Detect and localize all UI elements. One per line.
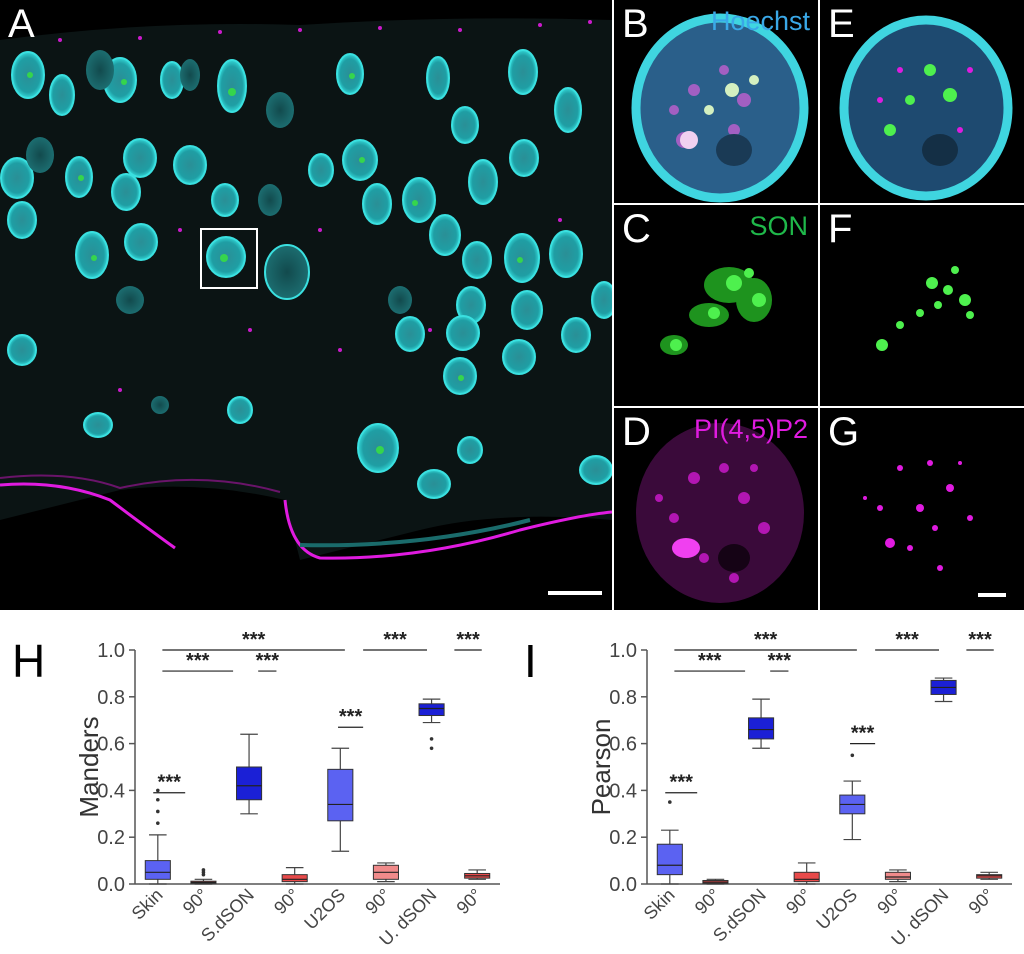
significance-label: *** [383, 629, 407, 651]
zoom-region-box [200, 228, 258, 289]
box-2 [748, 717, 775, 740]
panel-c-son: C SON [614, 205, 818, 406]
box-6 [418, 703, 445, 717]
significance-label: *** [754, 629, 778, 651]
scale-bar [548, 591, 602, 595]
significance-label: *** [242, 629, 266, 651]
x-tick-label: Skin [128, 885, 167, 924]
panel-f-image [820, 205, 1024, 406]
x-tick-label: 90° [691, 885, 724, 918]
outlier-point [156, 788, 160, 793]
panel-label: H [12, 635, 45, 687]
x-tick-label: 90° [873, 885, 906, 918]
x-tick-label: U2OS [300, 885, 349, 934]
y-axis-label: Manders [74, 716, 104, 817]
x-tick-label: 90° [361, 885, 394, 918]
panel-b-image [614, 0, 818, 203]
significance-label: *** [670, 772, 694, 794]
nuclei [0, 49, 612, 499]
panel-label-b: B [622, 2, 649, 46]
box-2 [236, 766, 263, 801]
y-tick-label: 1.0 [609, 640, 637, 662]
y-tick-label: 0.2 [97, 827, 125, 849]
y-tick-label: 0.4 [609, 780, 637, 802]
significance-label: *** [186, 650, 210, 672]
panel-c-image [614, 205, 818, 406]
panel-e-image [820, 0, 1024, 203]
panel-e-merge-superres: E [820, 0, 1024, 203]
outlier-point [668, 800, 672, 804]
significance-label: *** [895, 629, 919, 651]
y-tick-label: 1.0 [97, 640, 125, 662]
panel-label-c: C [622, 207, 651, 251]
box-0 [144, 860, 171, 880]
panel-d-pip2: D PI(4,5)P2 [614, 408, 818, 610]
panel-f-son-superres: F [820, 205, 1024, 406]
box-0 [656, 843, 683, 876]
y-tick-label: 0.6 [609, 734, 637, 756]
channel-label-hoechst: Hoechst [710, 6, 810, 36]
significance-label: *** [158, 772, 182, 794]
y-tick-label: 0.8 [609, 687, 637, 709]
panel-a-skin-section: A [0, 0, 612, 610]
box-3 [793, 871, 820, 883]
y-tick-label: 0.0 [609, 874, 637, 896]
outlier-point [429, 737, 434, 741]
y-tick-label: 0.6 [97, 734, 125, 756]
panel-label-d: D [622, 410, 651, 454]
x-tick-label: 90° [453, 885, 486, 918]
y-tick-label: 0.8 [97, 687, 125, 709]
y-tick-label: 0.0 [97, 874, 125, 896]
significance-label: *** [456, 629, 480, 651]
x-tick-label: 90° [965, 885, 998, 918]
panel-a-image [0, 0, 612, 610]
outlier-point [850, 753, 855, 758]
outlier-point [156, 809, 160, 814]
significance-label: *** [768, 650, 792, 672]
outlier-point [201, 868, 206, 872]
panel-g-pip2-superres: G [820, 408, 1024, 610]
x-tick-label: 90° [782, 885, 815, 918]
panel-label-f: F [828, 207, 853, 251]
x-tick-label: U2OS [812, 885, 861, 934]
significance-label: *** [851, 723, 875, 745]
panel-label-a: A [8, 2, 35, 46]
box-3 [281, 874, 308, 883]
panel-d-image [614, 408, 818, 610]
box-5 [884, 871, 911, 880]
significance-label: *** [698, 650, 722, 672]
panel-g-image [820, 408, 1024, 610]
channel-label-son: SON [749, 211, 808, 241]
panel-b-hoechst: B Hoechst [614, 0, 818, 203]
outlier-point [429, 746, 434, 751]
y-axis-label: Pearson [586, 719, 616, 816]
outlier-point [156, 821, 160, 825]
x-tick-label: Skin [640, 885, 679, 924]
scale-bar-g [978, 593, 1006, 597]
channel-label-pip2: PI(4,5)P2 [693, 414, 808, 444]
x-tick-label: 90° [270, 885, 303, 918]
significance-label: *** [968, 629, 992, 651]
panel-label: I [524, 635, 537, 687]
panel-label-g: G [828, 410, 860, 454]
x-tick-label: 90° [179, 885, 212, 918]
y-tick-label: 0.4 [97, 780, 125, 802]
significance-label: *** [256, 650, 280, 672]
y-tick-label: 0.2 [609, 827, 637, 849]
panel-label-e: E [828, 2, 855, 46]
box-4 [327, 768, 354, 822]
significance-label: *** [339, 706, 363, 728]
outlier-point [156, 797, 160, 802]
